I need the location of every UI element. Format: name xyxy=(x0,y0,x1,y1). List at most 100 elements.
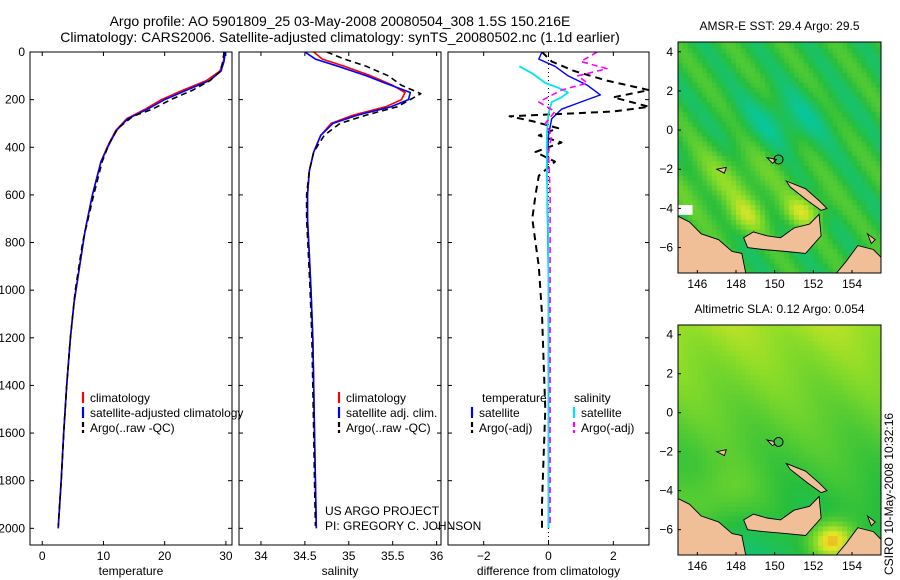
heatmap-cell xyxy=(866,506,872,512)
heatmap-cell xyxy=(876,364,881,371)
heatmap-cell xyxy=(736,189,742,196)
heatmap-cell xyxy=(798,96,805,103)
heatmap-cell xyxy=(682,457,689,464)
heatmap-cell xyxy=(731,340,737,347)
heatmap-cell xyxy=(837,467,843,473)
heatmap-cell xyxy=(784,535,790,541)
heatmap-cell xyxy=(876,486,881,493)
heatmap-cell xyxy=(789,62,795,69)
heatmap-cell xyxy=(774,57,781,64)
heatmap-cell xyxy=(876,442,881,449)
heatmap-cell xyxy=(813,268,819,273)
heatmap-cell xyxy=(682,496,689,502)
heatmap-cell xyxy=(721,423,727,429)
heatmap-cell xyxy=(678,204,684,210)
heatmap-cell xyxy=(823,72,829,78)
heatmap-cell xyxy=(711,403,718,410)
heatmap-cell xyxy=(765,530,771,537)
heatmap-cell xyxy=(789,106,795,113)
heatmap-cell xyxy=(731,520,737,527)
heatmap-cell xyxy=(808,355,814,361)
heatmap-cell xyxy=(726,491,732,498)
heatmap-cell xyxy=(721,325,727,327)
heatmap-cell xyxy=(760,550,766,555)
heatmap-cell xyxy=(745,126,752,132)
heatmap-cell xyxy=(716,403,723,410)
heatmap-cell xyxy=(803,413,810,420)
heatmap-cell xyxy=(678,335,684,342)
heatmap-cell xyxy=(803,491,810,498)
heatmap-cell xyxy=(827,481,834,488)
heatmap-cell xyxy=(847,394,853,400)
heatmap-cell xyxy=(818,116,824,122)
heatmap-cell xyxy=(707,491,713,498)
heatmap-cell xyxy=(784,550,790,555)
heatmap-cell xyxy=(721,355,727,361)
heatmap-cell xyxy=(856,330,863,337)
heatmap-cell xyxy=(760,467,766,473)
heatmap-cell xyxy=(866,486,872,493)
heatmap-cell xyxy=(687,418,694,425)
heatmap-cell xyxy=(716,87,723,93)
heatmap-cell xyxy=(861,194,868,201)
heatmap-cell xyxy=(731,214,737,220)
heatmap-cell xyxy=(750,150,756,157)
heatmap-cell xyxy=(716,204,723,210)
heatmap-cell xyxy=(818,101,824,108)
heatmap-cell xyxy=(784,369,790,376)
heatmap-cell xyxy=(798,135,805,142)
heatmap-cell xyxy=(852,160,858,166)
heatmap-cell xyxy=(784,165,790,171)
heatmap-cell xyxy=(856,360,863,366)
heatmap-cell xyxy=(721,204,727,210)
heatmap-cell xyxy=(774,165,781,171)
heatmap-cell xyxy=(678,340,684,347)
heatmap-cell xyxy=(692,96,698,103)
heatmap-cell xyxy=(707,486,713,493)
heatmap-cell xyxy=(794,106,800,113)
heatmap-cell xyxy=(721,219,727,225)
heatmap-cell xyxy=(794,42,800,44)
heatmap-cell xyxy=(687,52,694,59)
heatmap-cell xyxy=(702,438,708,444)
heatmap-cell xyxy=(678,481,684,488)
heatmap-cell xyxy=(769,72,776,78)
heatmap-cell xyxy=(697,491,703,498)
heatmap-cell xyxy=(832,228,839,235)
heatmap-cell xyxy=(827,350,834,356)
heatmap-cell xyxy=(707,194,713,201)
heatmap-cell xyxy=(852,96,858,103)
heatmap-cell xyxy=(779,126,785,132)
heatmap-cell xyxy=(702,140,708,147)
heatmap-cell xyxy=(726,369,732,376)
heatmap-cell xyxy=(678,472,684,478)
heatmap-cell xyxy=(779,87,785,93)
heatmap-cell xyxy=(726,199,732,206)
heatmap-cell xyxy=(726,418,732,425)
heatmap-cell xyxy=(823,452,829,459)
heatmap-cell xyxy=(842,462,848,468)
heatmap-cell xyxy=(740,57,747,64)
heatmap-cell xyxy=(692,423,698,429)
heatmap-cell xyxy=(755,253,761,259)
heatmap-cell xyxy=(750,447,756,454)
heatmap-cell xyxy=(861,325,868,327)
heatmap-cell xyxy=(687,408,694,415)
heatmap-cell xyxy=(716,384,723,390)
heatmap-cell xyxy=(716,442,723,449)
heatmap-cell xyxy=(798,72,805,78)
heatmap-cell xyxy=(871,150,877,157)
heatmap-cell xyxy=(716,47,723,54)
heatmap-cell xyxy=(711,491,718,498)
heatmap-cell xyxy=(726,189,732,196)
heatmap-cell xyxy=(808,126,814,132)
heatmap-cell xyxy=(760,228,766,235)
heatmap-cell xyxy=(702,126,708,132)
heatmap-cell xyxy=(876,42,881,49)
heatmap-cell xyxy=(871,77,877,83)
heatmap-cell xyxy=(847,462,853,468)
heatmap-cell xyxy=(740,506,747,512)
heatmap-cell xyxy=(813,330,819,337)
heatmap-cell xyxy=(871,175,877,181)
